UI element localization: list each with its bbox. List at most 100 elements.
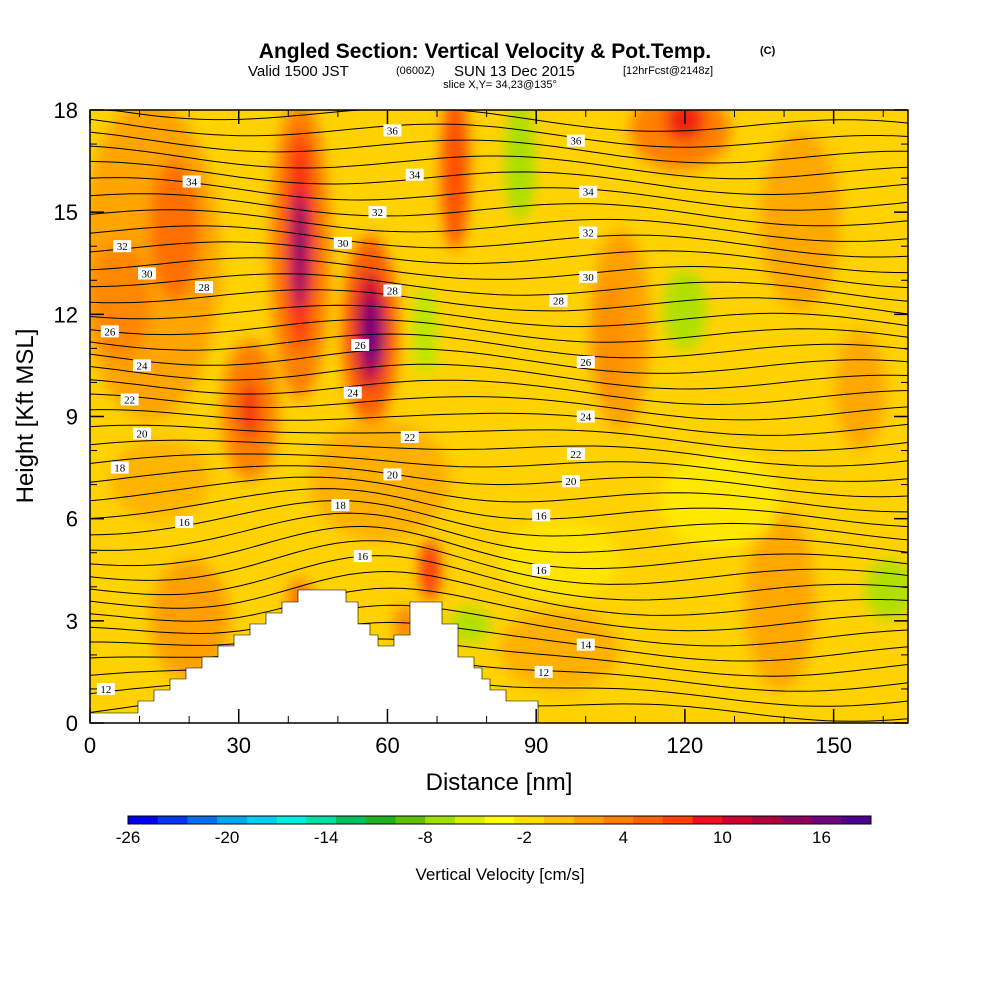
colorbar-swatch xyxy=(633,816,664,824)
theta-label: 36 xyxy=(566,134,585,148)
theta-label-bg xyxy=(351,338,370,351)
theta-contour-line xyxy=(90,453,908,482)
theta-contour-line xyxy=(90,241,908,274)
theta-label-text: 32 xyxy=(372,207,383,219)
theta-label-text: 20 xyxy=(137,429,149,441)
theta-label: 28 xyxy=(383,284,402,297)
theta-label-bg xyxy=(383,468,402,481)
colorbar-tick-label-1: -20 xyxy=(215,828,240,847)
theta-contour-line xyxy=(90,160,908,196)
y-tick-label-4: 12 xyxy=(54,302,78,327)
colorbar-swatch xyxy=(128,816,159,824)
x-axis-label: Distance [nm] xyxy=(426,769,573,796)
y-tick-label-5: 15 xyxy=(54,200,78,225)
theta-label-text: 24 xyxy=(347,388,359,400)
theta-label-text: 32 xyxy=(583,228,594,240)
y-tick-label-6: 18 xyxy=(54,98,78,123)
colorbar-swatch xyxy=(544,816,575,824)
chart-title: Angled Section: Vertical Velocity & Pot.… xyxy=(259,40,711,63)
theta-contour-line xyxy=(90,621,908,662)
theta-label-text: 24 xyxy=(137,360,149,372)
x-tick-label-4: 120 xyxy=(667,733,704,758)
colorbar-swatch xyxy=(811,816,842,824)
colorbar-tick-label-5: 4 xyxy=(619,828,628,847)
theta-label-text: 22 xyxy=(404,432,415,444)
theta-label: 16 xyxy=(175,516,194,529)
theta-contour-line xyxy=(90,587,908,632)
theta-label-text: 20 xyxy=(565,476,577,488)
theta-label: 26 xyxy=(100,325,119,338)
theta-contour-line xyxy=(90,333,908,359)
theta-contour-line xyxy=(90,225,908,258)
theta-label-bg xyxy=(353,550,372,563)
theta-label: 14 xyxy=(576,638,595,652)
colorbar-tick-label-3: -8 xyxy=(418,828,433,847)
colorbar-tick-label-4: -2 xyxy=(517,828,532,847)
colorbar: -26 -20 -14 -8 -2 4 10 16 xyxy=(116,815,872,847)
theta-contour-line xyxy=(90,131,908,164)
svg-text:(0600Z): (0600Z) xyxy=(396,65,435,77)
theta-label: 32 xyxy=(579,226,598,240)
theta-label-bg xyxy=(532,509,551,522)
theta-label-text: 16 xyxy=(536,565,548,577)
theta-label-text: 34 xyxy=(583,187,595,199)
theta-label-text: 16 xyxy=(357,551,369,563)
colorbar-swatch xyxy=(425,816,456,824)
theta-contour-line xyxy=(90,145,908,180)
terrain-mask xyxy=(90,589,539,723)
theta-label-text: 30 xyxy=(583,272,595,284)
colorbar-swatch xyxy=(246,816,278,824)
theta-label: 18 xyxy=(110,461,129,475)
theta-label: 20 xyxy=(133,427,152,441)
theta-label-bg xyxy=(368,206,387,219)
theta-contour-line xyxy=(90,570,908,616)
colorbar-swatch xyxy=(781,816,813,824)
colorbar-swatch xyxy=(187,816,218,824)
theta-label: 34 xyxy=(182,175,201,189)
y-axis-label: Height [Kft MSL] xyxy=(12,329,39,504)
theta-label-bg xyxy=(383,124,402,137)
colorbar-swatch xyxy=(395,816,426,824)
theta-contour-line xyxy=(90,289,908,315)
theta-label-bg xyxy=(343,386,362,399)
colorbar-swatch xyxy=(722,816,753,824)
theta-label-bg xyxy=(549,294,568,307)
svg-text:[12hrFcst@2148z]: [12hrFcst@2148z] xyxy=(623,65,713,77)
colorbar-swatch xyxy=(603,816,634,824)
theta-label: 26 xyxy=(351,338,370,352)
chart-title-units: (C) xyxy=(760,45,776,57)
theta-label-text: 26 xyxy=(580,357,592,369)
theta-label-bg xyxy=(534,665,553,678)
theta-contour-line xyxy=(90,476,908,513)
theta-label: 24 xyxy=(576,410,595,424)
velocity-field: 12 18 26 32 22 20 24 30 16 34 28 18 30 24 26 16 32 20 28 36… xyxy=(90,110,908,723)
theta-contour-line xyxy=(90,555,908,601)
theta-label: 16 xyxy=(532,563,551,577)
x-tick-label-5: 150 xyxy=(815,733,852,758)
theta-contour-line xyxy=(90,439,908,467)
theta-label-bg xyxy=(113,240,132,253)
theta-contour-line xyxy=(90,273,908,302)
theta-contour-line xyxy=(90,393,908,421)
colorbar-swatch xyxy=(692,816,723,824)
theta-contour-line xyxy=(90,525,908,570)
theta-label: 20 xyxy=(561,475,580,488)
theta-label-text: 36 xyxy=(387,125,399,137)
theta-contour-line xyxy=(90,193,908,227)
theta-label-bg xyxy=(333,236,352,249)
slice-note: slice X,Y= 34,23@135° xyxy=(443,79,557,91)
colorbar-swatch xyxy=(841,816,872,824)
theta-label-bg xyxy=(576,410,595,423)
theta-label: 36 xyxy=(383,124,402,137)
theta-label-bg xyxy=(579,185,598,198)
theta-contour-line xyxy=(90,500,908,541)
theta-contour-line xyxy=(90,304,908,328)
theta-label-text: 30 xyxy=(337,238,349,250)
colorbar-frame xyxy=(127,815,872,825)
theta-label-text: 14 xyxy=(580,640,592,652)
theta-contour-line xyxy=(90,424,908,452)
theta-label-bg xyxy=(561,475,580,488)
theta-label-text: 34 xyxy=(186,177,198,189)
colorbar-tick-label-2: -14 xyxy=(314,828,339,847)
